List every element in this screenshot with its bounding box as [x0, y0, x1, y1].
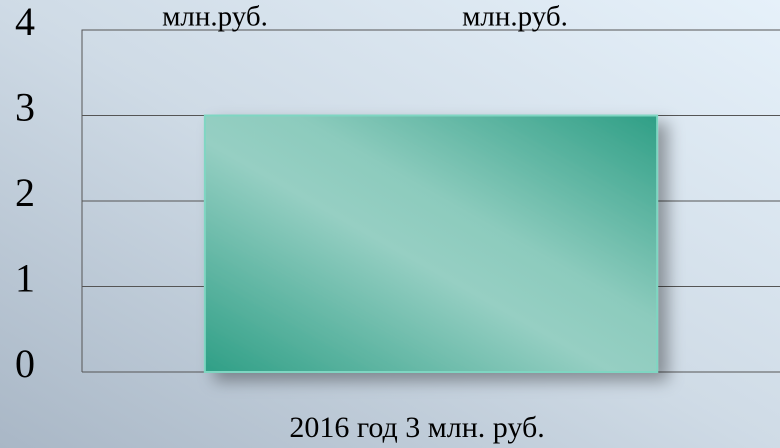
y-tick-label: 1: [15, 256, 35, 301]
x-tick-label: 2016 год 3 млн. руб.: [289, 411, 544, 444]
y-tick-label: 3: [15, 85, 35, 130]
annotation: млн.руб.: [162, 1, 268, 33]
y-tick-label: 2: [15, 170, 35, 215]
y-tick-label: 0: [15, 341, 35, 386]
annotation: млн.руб.: [462, 1, 568, 33]
bar: [203, 114, 659, 373]
y-tick-label: 4: [15, 0, 35, 44]
